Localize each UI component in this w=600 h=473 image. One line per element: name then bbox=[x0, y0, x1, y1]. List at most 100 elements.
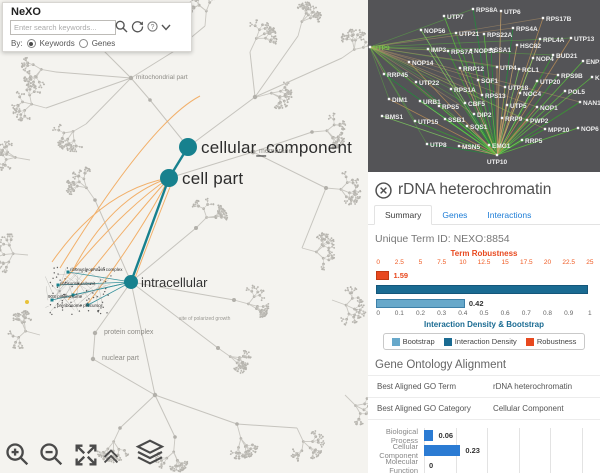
network-node-UTP6[interactable]: UTP6 bbox=[499, 9, 521, 16]
network-node-UTP21[interactable]: UTP21 bbox=[454, 31, 480, 38]
network-node-UTP8[interactable]: UTP8 bbox=[425, 142, 447, 149]
node-intracellular[interactable] bbox=[124, 275, 138, 289]
network-node-UTP10[interactable]: UTP10 bbox=[487, 153, 508, 166]
network-node-MPP10[interactable]: MPP10 bbox=[543, 127, 570, 134]
tab-summary[interactable]: Summary bbox=[374, 205, 433, 225]
network-node-URB1[interactable]: URB1 bbox=[418, 99, 441, 106]
network-node-NOP6[interactable]: NOP6 bbox=[576, 126, 599, 133]
network-node-RCL1[interactable]: RCL1 bbox=[517, 67, 540, 74]
network-node-ENP1[interactable]: ENP1 bbox=[581, 59, 600, 66]
search-icon[interactable] bbox=[115, 20, 128, 33]
network-node-RRP45[interactable]: RRP45 bbox=[382, 72, 409, 79]
cluster-node[interactable] bbox=[71, 293, 75, 297]
network-node-RPS17B[interactable]: RPS17B bbox=[541, 16, 572, 23]
network-node-NOP56[interactable]: NOP56 bbox=[419, 28, 446, 35]
network-node-MSN5[interactable]: MSN5 bbox=[457, 144, 481, 151]
cluster-node[interactable] bbox=[56, 283, 60, 287]
network-node-RPS1A[interactable]: RPS1A bbox=[449, 87, 476, 94]
cluster-node[interactable] bbox=[86, 303, 90, 307]
network-node-SSA1[interactable]: SSA1 bbox=[489, 47, 512, 54]
network-node-CBF5[interactable]: CBF5 bbox=[463, 101, 486, 108]
collapse-icon[interactable] bbox=[100, 445, 122, 467]
network-node-UTP15[interactable]: UTP15 bbox=[413, 119, 439, 126]
fit-view-icon[interactable] bbox=[72, 441, 100, 469]
interaction-network-panel[interactable]: UTP9 UTP7 RPS8A UTP6 RPS17B NOP56 UTP21 RPS22A R… bbox=[368, 0, 600, 172]
radio-keywords-label[interactable]: Keywords bbox=[39, 39, 75, 48]
network-node-UTP4[interactable]: UTP4 bbox=[495, 65, 517, 72]
network-node-UTP7[interactable]: UTP7 bbox=[442, 14, 464, 21]
node-cell-part[interactable] bbox=[160, 169, 178, 187]
reset-icon[interactable] bbox=[131, 20, 144, 33]
network-node-SQS1[interactable]: SQS1 bbox=[465, 124, 488, 131]
network-node-IMP3[interactable]: IMP3 bbox=[426, 47, 447, 54]
network-node-label: UTP15 bbox=[418, 119, 439, 126]
chevron-down-icon[interactable] bbox=[161, 24, 171, 31]
ontology-canvas[interactable]: cellular_component cell part intracellul… bbox=[0, 0, 368, 473]
network-node-label: RPS4A bbox=[516, 26, 538, 33]
network-node-UTP22[interactable]: UTP22 bbox=[414, 80, 440, 87]
network-node-RRP5[interactable]: RRP5 bbox=[520, 138, 543, 145]
cluster-node-highlight[interactable] bbox=[25, 300, 29, 304]
network-node-label: ENP1 bbox=[586, 59, 600, 66]
network-node-RPS5[interactable]: RPS5 bbox=[437, 104, 460, 111]
network-node-label: NOP56 bbox=[424, 28, 446, 35]
network-node-UTP9[interactable]: UTP9 bbox=[368, 45, 390, 52]
network-node-RPS4A[interactable]: RPS4A bbox=[511, 26, 538, 33]
tab-interactions[interactable]: Interactions bbox=[487, 210, 532, 220]
go-bar-cellular-component: Cellular Component 0.23 bbox=[379, 441, 480, 460]
gene-cluster[interactable] bbox=[45, 266, 112, 316]
search-input[interactable] bbox=[10, 20, 116, 35]
network-node-SOF1[interactable]: SOF1 bbox=[476, 78, 499, 85]
hub-nodes bbox=[90, 48, 328, 439]
tab-genes[interactable]: Genes bbox=[442, 210, 468, 220]
network-node-label: BMS1 bbox=[385, 114, 403, 121]
close-icon[interactable] bbox=[375, 181, 392, 199]
network-node-RPS13[interactable]: RPS13 bbox=[480, 93, 506, 100]
network-node-label: RPS17B bbox=[546, 16, 572, 23]
network-node-UTP18[interactable]: UTP18 bbox=[503, 85, 529, 92]
network-node-RPS22A[interactable]: RPS22A bbox=[482, 32, 513, 39]
network-node-NOP4[interactable]: NOP4 bbox=[531, 56, 554, 63]
robustness-chart-title: Term Robustness bbox=[450, 249, 518, 258]
network-node-DIP2[interactable]: DIP2 bbox=[472, 112, 492, 119]
network-node-UTP5[interactable]: UTP5 bbox=[505, 103, 527, 110]
node-cellular-component[interactable] bbox=[179, 138, 197, 156]
network-node-POL5[interactable]: POL5 bbox=[563, 89, 586, 96]
network-node-BMS1[interactable]: BMS1 bbox=[380, 114, 404, 121]
network-node-HSC82[interactable]: HSC82 bbox=[515, 43, 542, 50]
radio-genes[interactable] bbox=[78, 39, 88, 48]
network-node-EMG1[interactable]: EMG1 bbox=[487, 143, 511, 150]
network-node-KRR1[interactable]: KRR1 bbox=[590, 75, 600, 82]
network-node-label: NOP4 bbox=[536, 56, 554, 63]
network-node-NOC4[interactable]: NOC4 bbox=[518, 91, 542, 98]
network-node-DIM1[interactable]: DIM1 bbox=[387, 97, 408, 104]
network-node-label: DIM1 bbox=[392, 97, 408, 104]
network-node-RPL4A[interactable]: RPL4A bbox=[538, 37, 565, 44]
term-detail-panel: rDNA heterochromatin Summary Genes Interac… bbox=[368, 172, 600, 473]
network-node-RPS8A[interactable]: RPS8A bbox=[471, 7, 498, 14]
zoom-out-icon[interactable] bbox=[38, 441, 66, 469]
network-node-NOP1[interactable]: NOP1 bbox=[535, 105, 558, 112]
network-node-RRP12[interactable]: RRP12 bbox=[458, 66, 485, 73]
network-node-RPS9B[interactable]: RPS9B bbox=[556, 73, 583, 80]
network-node-RRP9[interactable]: RRP9 bbox=[500, 116, 523, 123]
network-node-UTP20[interactable]: UTP20 bbox=[535, 79, 561, 86]
network-node-NOP58[interactable]: NOP58 bbox=[469, 48, 496, 55]
radio-keywords[interactable] bbox=[26, 39, 36, 48]
network-node-SSB1[interactable]: SSB1 bbox=[443, 117, 466, 124]
network-node-NOP14[interactable]: NOP14 bbox=[407, 60, 434, 67]
network-node-NAN1[interactable]: NAN1 bbox=[578, 100, 600, 107]
network-node-RPS7A[interactable]: RPS7A bbox=[446, 49, 473, 56]
chart-legend: Bootstrap Interaction Density Robustness bbox=[382, 333, 586, 350]
network-node-label: SSB1 bbox=[448, 117, 465, 124]
cluster-node[interactable] bbox=[50, 298, 54, 302]
layers-icon[interactable] bbox=[134, 439, 166, 469]
help-icon[interactable]: ? bbox=[147, 21, 158, 32]
network-node-BUD21[interactable]: BUD21 bbox=[551, 53, 578, 60]
network-node-PWP2[interactable]: PWP2 bbox=[525, 118, 549, 125]
network-node-UTP13[interactable]: UTP13 bbox=[569, 36, 595, 43]
radio-genes-label[interactable]: Genes bbox=[91, 39, 116, 48]
cluster-node[interactable] bbox=[66, 270, 70, 274]
zoom-in-icon[interactable] bbox=[4, 441, 32, 469]
